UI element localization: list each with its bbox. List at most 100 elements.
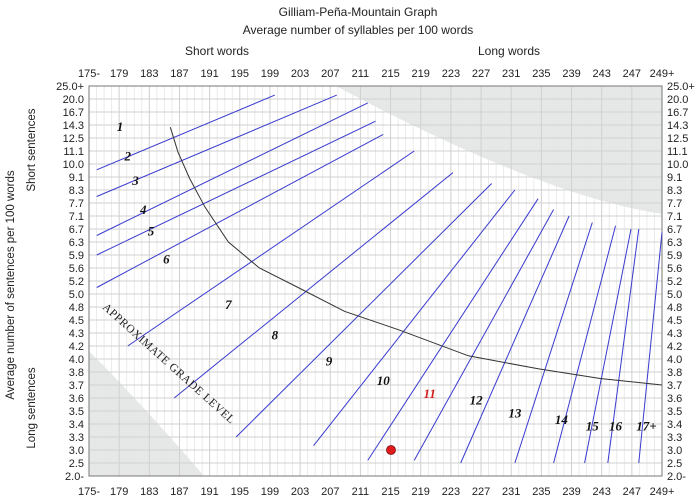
grade-line [96, 120, 376, 256]
grade-label: 3 [131, 173, 139, 188]
grade-line [173, 172, 454, 399]
grade-label: 6 [163, 252, 170, 267]
grade-line [607, 228, 640, 464]
y-tick-label-right: 16.7 [667, 107, 688, 119]
x-tick-label-top: 179 [110, 68, 128, 80]
y-tick-label-right: 20.0 [667, 94, 688, 106]
y-tick-label-left: 3.7 [69, 380, 84, 392]
x-tick-label-bottom: 211 [352, 486, 370, 498]
grade-line [313, 189, 516, 446]
grade-label: 4 [139, 202, 147, 217]
y-tick-label-left: 3.6 [69, 393, 84, 405]
y-tick-label-left: 14.3 [63, 120, 84, 132]
y-tick-label-right: 25.0+ [667, 81, 695, 93]
x-tick-label-bottom: 199 [261, 486, 279, 498]
short-sentences-label: Short sentences [26, 108, 38, 191]
y-tick-label-left: 7.7 [69, 198, 84, 210]
x-tick-label-bottom: 179 [110, 486, 128, 498]
x-tick-label-bottom: 227 [472, 486, 490, 498]
y-tick-label-left: 7.1 [69, 211, 84, 223]
y-tick-label-left: 9.1 [69, 172, 84, 184]
y-tick-label-right: 3.3 [667, 432, 682, 444]
grade-line [235, 183, 493, 438]
x-tick-label-bottom: 175- [78, 486, 100, 498]
x-tick-label-top: 215 [381, 68, 399, 80]
grade-label: 8 [272, 328, 279, 343]
x-tick-label-bottom: 215 [381, 486, 399, 498]
y-tick-label-right: 12.5 [667, 133, 688, 145]
y-tick-label-left: 3.0 [69, 445, 84, 457]
chart-subtitle: Average number of syllables per 100 word… [243, 23, 474, 37]
y-tick-label-right: 7.7 [667, 198, 682, 210]
y-tick-label-left: 4.8 [69, 302, 84, 314]
x-tick-label-top: 227 [472, 68, 490, 80]
x-tick-label-top: 231 [502, 68, 520, 80]
x-tick-label-bottom: 239 [562, 486, 580, 498]
x-tick-label-bottom: 203 [291, 486, 309, 498]
long-words-label: Long words [478, 44, 540, 58]
y-tick-label-left: 20.0 [63, 94, 84, 106]
y-tick-label-left: 10.0 [63, 159, 84, 171]
x-tick-label-top: 187 [170, 68, 188, 80]
grade-line [96, 133, 384, 288]
grade-label: 14 [555, 412, 569, 427]
grade-label: 13 [508, 406, 522, 421]
grade-label: 7 [225, 297, 232, 312]
y-tick-label-left: 11.1 [63, 146, 84, 158]
x-tick-label-bottom: 247 [623, 486, 641, 498]
x-tick-label-top: 239 [562, 68, 580, 80]
grade-line [96, 94, 337, 197]
y-tick-label-right: 3.4 [667, 419, 682, 431]
x-tick-label-bottom: 187 [170, 486, 188, 498]
y-tick-label-right: 3.0 [667, 445, 682, 457]
y-tick-label-left: 5.2 [69, 276, 84, 288]
y-tick-label-right: 5.2 [667, 276, 682, 288]
x-tick-label-bottom: 195 [231, 486, 249, 498]
x-tick-label-top: 249+ [650, 68, 675, 80]
x-tick-label-bottom: 223 [442, 486, 460, 498]
x-tick-label-bottom: 219 [412, 486, 430, 498]
y-tick-label-left: 3.8 [69, 367, 84, 379]
y-tick-label-left: 5.0 [69, 289, 84, 301]
grade-line [96, 94, 276, 171]
x-tick-label-top: 211 [352, 68, 370, 80]
grade-label: 15 [586, 419, 600, 434]
y-tick-label-right: 6.3 [667, 237, 682, 249]
grade-line [514, 222, 593, 464]
grade-label: 10 [377, 373, 391, 388]
grade-line [460, 215, 570, 464]
y-tick-label-right: 4.3 [667, 328, 682, 340]
grade-label: 5 [148, 224, 155, 239]
plot-area: 175-175-17917918318318718719119119519519… [56, 68, 695, 498]
grade-line [96, 102, 368, 236]
y-tick-label-left: 4.0 [69, 354, 84, 366]
x-tick-label-top: 195 [231, 68, 249, 80]
y-tick-label-right: 5.0 [667, 289, 682, 301]
y-tick-label-left: 16.7 [63, 107, 84, 119]
x-tick-label-bottom: 235 [532, 486, 550, 498]
y-tick-label-right: 3.8 [667, 367, 682, 379]
y-tick-label-right: 11.1 [667, 146, 688, 158]
x-tick-label-top: 207 [321, 68, 339, 80]
y-tick-label-left: 2.0- [65, 471, 84, 483]
invalid-region-top-right [336, 86, 662, 214]
y-tick-label-right: 9.1 [667, 172, 682, 184]
y-tick-label-left: 2.5 [69, 458, 84, 470]
y-tick-label-right: 3.6 [667, 393, 682, 405]
x-tick-label-bottom: 191 [200, 486, 218, 498]
y-tick-label-right: 14.3 [667, 120, 688, 132]
y-tick-label-right: 2.5 [667, 458, 682, 470]
y-tick-label-right: 2.0- [667, 471, 686, 483]
plot-border [88, 85, 663, 477]
y-tick-label-left: 3.3 [69, 432, 84, 444]
chart-title: Gilliam-Peña-Mountain Graph [279, 5, 438, 19]
x-tick-label-top: 243 [593, 68, 611, 80]
y-tick-label-left: 3.4 [69, 419, 84, 431]
grade-label: 17+ [636, 419, 656, 434]
x-tick-label-top: 235 [532, 68, 550, 80]
y-tick-label-right: 5.9 [667, 250, 682, 262]
x-tick-label-top: 203 [291, 68, 309, 80]
y-tick-label-right: 10.0 [667, 159, 688, 171]
grade-label: 1 [117, 119, 124, 134]
x-tick-label-top: 175- [78, 68, 100, 80]
